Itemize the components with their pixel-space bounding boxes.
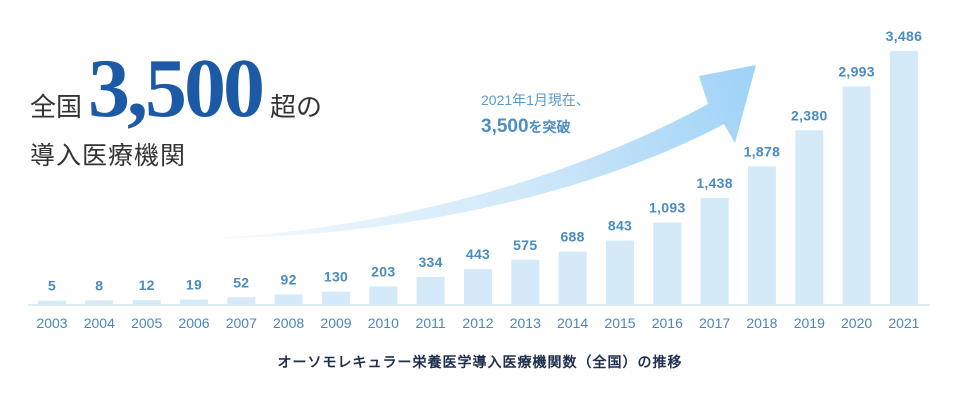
bar-2011 bbox=[416, 277, 445, 304]
bar-2013 bbox=[511, 259, 540, 304]
value-label-2012: 443 bbox=[466, 246, 490, 262]
growth-arrow bbox=[218, 65, 756, 238]
bar-2003 bbox=[38, 300, 66, 304]
year-label-2014: 2014 bbox=[557, 315, 588, 331]
value-label-2004: 8 bbox=[95, 277, 103, 293]
year-label-2006: 2006 bbox=[178, 315, 209, 331]
headline-prefix: 全国 bbox=[30, 93, 83, 123]
headline-line2: 導入医療機関 bbox=[30, 141, 187, 170]
value-label-2018: 1,878 bbox=[744, 143, 781, 159]
year-label-2005: 2005 bbox=[131, 315, 162, 331]
arrow-annotation: 2021年1月現在、 3,500を突破 bbox=[481, 90, 590, 139]
year-label-2004: 2004 bbox=[84, 315, 115, 331]
bar-2015 bbox=[606, 240, 634, 304]
annotation-suffix: を突破 bbox=[528, 119, 571, 135]
year-label-2020: 2020 bbox=[841, 315, 872, 331]
year-label-2016: 2016 bbox=[652, 315, 683, 331]
year-label-2008: 2008 bbox=[273, 315, 304, 331]
year-label-2017: 2017 bbox=[699, 315, 730, 331]
bar-2004 bbox=[85, 300, 114, 304]
year-label-2003: 2003 bbox=[36, 315, 67, 331]
annotation-milestone: 3,500を突破 bbox=[481, 116, 590, 139]
annotation-date: 2021年1月現在、 bbox=[481, 92, 590, 108]
bar-2021 bbox=[889, 51, 918, 304]
value-label-2021: 3,486 bbox=[886, 28, 923, 44]
value-label-2009: 130 bbox=[324, 269, 348, 285]
year-label-2009: 2009 bbox=[320, 315, 351, 331]
value-label-2006: 19 bbox=[186, 277, 202, 293]
bar-2019 bbox=[795, 130, 824, 304]
bar-2012 bbox=[464, 269, 492, 304]
bar-2005 bbox=[132, 300, 161, 304]
value-label-2010: 203 bbox=[371, 263, 395, 279]
bars bbox=[38, 51, 918, 305]
year-label-2012: 2012 bbox=[462, 315, 493, 331]
value-label-2017: 1,438 bbox=[696, 175, 733, 191]
value-label-2014: 688 bbox=[560, 229, 584, 245]
bar-2020 bbox=[842, 86, 871, 305]
x-axis-labels: 2003 2004 2005 2006 2007 2008 2009 2010 2011 2012… bbox=[36, 315, 919, 331]
bar-2006 bbox=[180, 299, 208, 304]
value-label-2003: 5 bbox=[48, 278, 56, 294]
year-label-2015: 2015 bbox=[604, 315, 635, 331]
headline-line1: 全国 3,500 超の bbox=[30, 47, 322, 131]
year-label-2021: 2021 bbox=[888, 315, 919, 331]
bar-2016 bbox=[653, 222, 682, 304]
value-labels: 5 8 12 19 52 92 130 203 334 443 575 688 843 1,093 1,43… bbox=[48, 28, 922, 294]
value-label-2013: 575 bbox=[513, 237, 537, 253]
bar-2010 bbox=[369, 286, 398, 304]
value-label-2008: 92 bbox=[281, 271, 297, 287]
year-label-2011: 2011 bbox=[416, 315, 446, 331]
value-label-2011: 334 bbox=[418, 254, 442, 270]
annotation-number: 3,500 bbox=[481, 116, 529, 137]
year-label-2007: 2007 bbox=[226, 315, 257, 331]
bar-2014 bbox=[558, 251, 587, 304]
year-label-2010: 2010 bbox=[368, 315, 399, 331]
bar-2009 bbox=[322, 291, 350, 304]
bar-2017 bbox=[700, 197, 729, 304]
bar-2007 bbox=[227, 297, 256, 304]
value-label-2015: 843 bbox=[608, 218, 632, 234]
value-label-2007: 52 bbox=[233, 274, 249, 290]
headline-suffix: 超の bbox=[270, 93, 323, 123]
year-label-2018: 2018 bbox=[746, 315, 777, 331]
bar-2018 bbox=[747, 166, 776, 304]
value-label-2005: 12 bbox=[139, 277, 155, 293]
bar-2008 bbox=[274, 294, 303, 304]
value-label-2020: 2,993 bbox=[838, 63, 875, 79]
year-label-2019: 2019 bbox=[794, 315, 825, 331]
value-label-2016: 1,093 bbox=[649, 200, 686, 216]
headline-number: 3,500 bbox=[88, 42, 265, 135]
chart-title: オーソモレキュラー栄養医学導入医療機関数（全国）の推移 bbox=[277, 354, 683, 370]
value-label-2019: 2,380 bbox=[791, 107, 828, 123]
year-label-2013: 2013 bbox=[510, 315, 541, 331]
